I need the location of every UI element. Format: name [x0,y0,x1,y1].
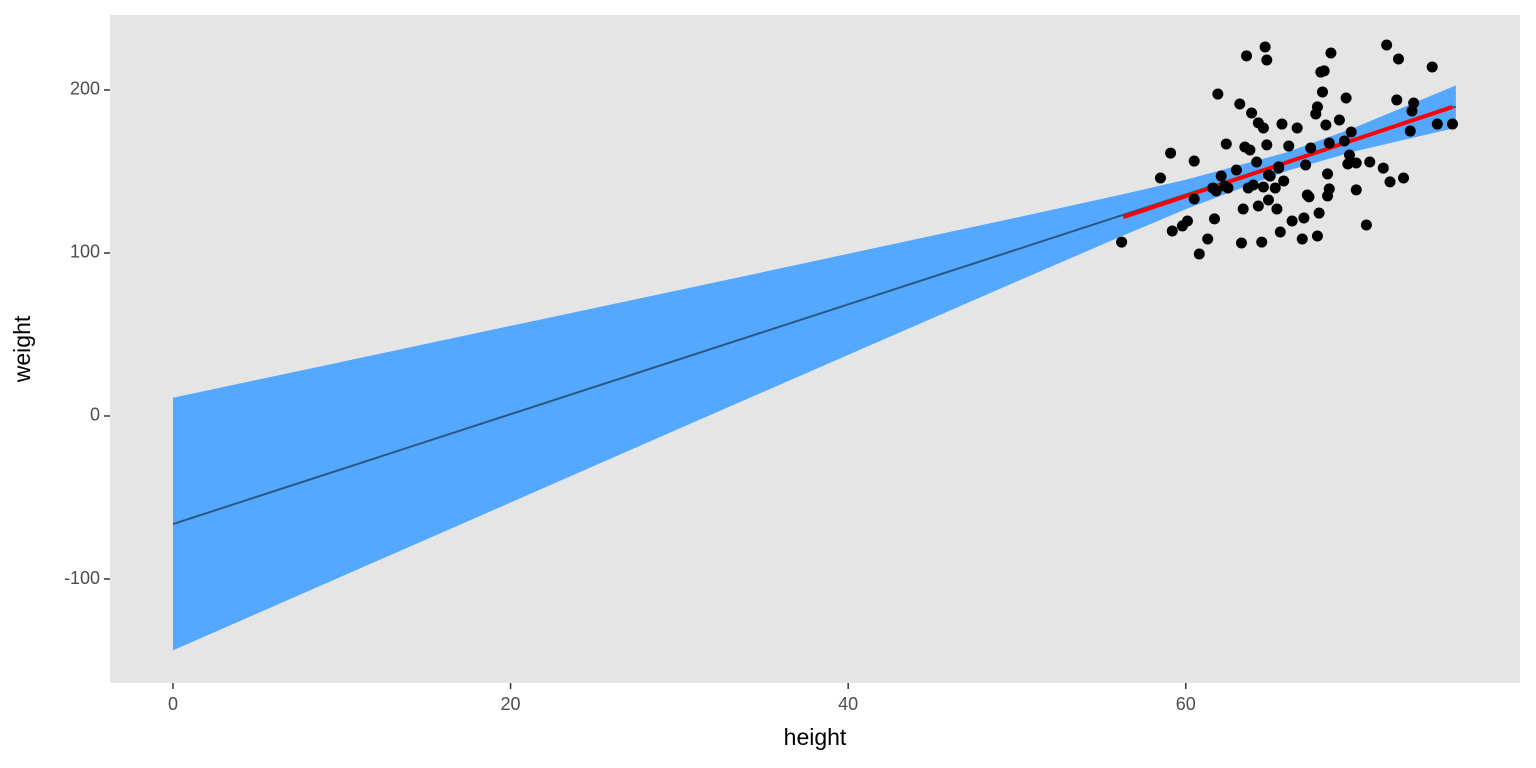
point [1234,98,1246,110]
point [1431,118,1443,130]
point [1323,137,1335,149]
point [1392,53,1404,65]
point [1116,236,1128,248]
point [1303,191,1315,203]
x-tick-label: 60 [1176,694,1196,714]
point [1298,212,1310,224]
y-tick-label: -100 [64,568,100,588]
point [1296,233,1308,245]
point [1322,168,1334,180]
point [1252,200,1264,212]
point [1193,248,1205,260]
point [1381,39,1393,51]
point [1333,114,1345,126]
point [1212,88,1224,100]
point [1408,97,1420,109]
point [1261,139,1273,151]
point [1215,170,1227,182]
point [1286,215,1298,227]
fit-line [1122,105,1454,220]
point [1188,155,1200,167]
point [1257,181,1269,193]
point [1323,183,1335,195]
point [1257,122,1269,134]
point [1256,236,1268,248]
point [1276,118,1288,130]
x-tick-label: 0 [168,694,178,714]
point [1222,182,1234,194]
point [1230,164,1242,176]
point [1350,184,1362,196]
point [1262,194,1274,206]
y-tick-label: 100 [70,242,100,262]
point [1166,225,1178,237]
point [1273,162,1285,174]
point [1246,107,1258,119]
point [1269,182,1281,194]
point [1446,118,1458,130]
point [1384,176,1396,188]
y-tick-label: 200 [70,79,100,99]
point [1274,226,1286,238]
point [1320,119,1332,131]
confidence-band [172,85,1456,651]
point [1377,162,1389,174]
point [1311,101,1323,113]
point [1360,219,1372,231]
point [1300,159,1312,171]
point [1210,185,1222,197]
point [1318,65,1330,77]
point [1154,172,1166,184]
point [1313,207,1325,219]
point [1259,41,1271,53]
point [1350,157,1362,169]
point [1291,122,1303,134]
point [1283,140,1295,152]
point [1235,237,1247,249]
point [1264,170,1276,182]
point [1305,142,1317,154]
point [1244,144,1256,156]
point [1202,233,1214,245]
point [1338,135,1350,147]
y-tick-label: 0 [90,405,100,425]
point [1345,126,1357,138]
point [1181,215,1193,227]
x-tick-label: 20 [501,694,521,714]
point [1398,172,1410,184]
point [1344,149,1356,161]
point [1364,156,1376,168]
point [1165,147,1177,159]
point [1391,94,1403,106]
point [1278,175,1290,187]
point [1404,125,1416,137]
point [1311,230,1323,242]
point [1342,158,1354,170]
point [1237,203,1249,215]
point [1247,179,1259,191]
point [1426,61,1438,73]
point [1261,54,1273,66]
point [1325,47,1337,59]
x-tick-label: 40 [838,694,858,714]
point [1271,203,1283,215]
point [1188,193,1200,205]
point [1241,50,1253,62]
point [1208,213,1220,225]
x-axis-title: height [784,724,847,750]
point [1220,138,1232,150]
point [1317,86,1329,98]
point [1251,156,1263,168]
y-axis-title: weight [9,315,35,383]
point [1340,92,1352,104]
